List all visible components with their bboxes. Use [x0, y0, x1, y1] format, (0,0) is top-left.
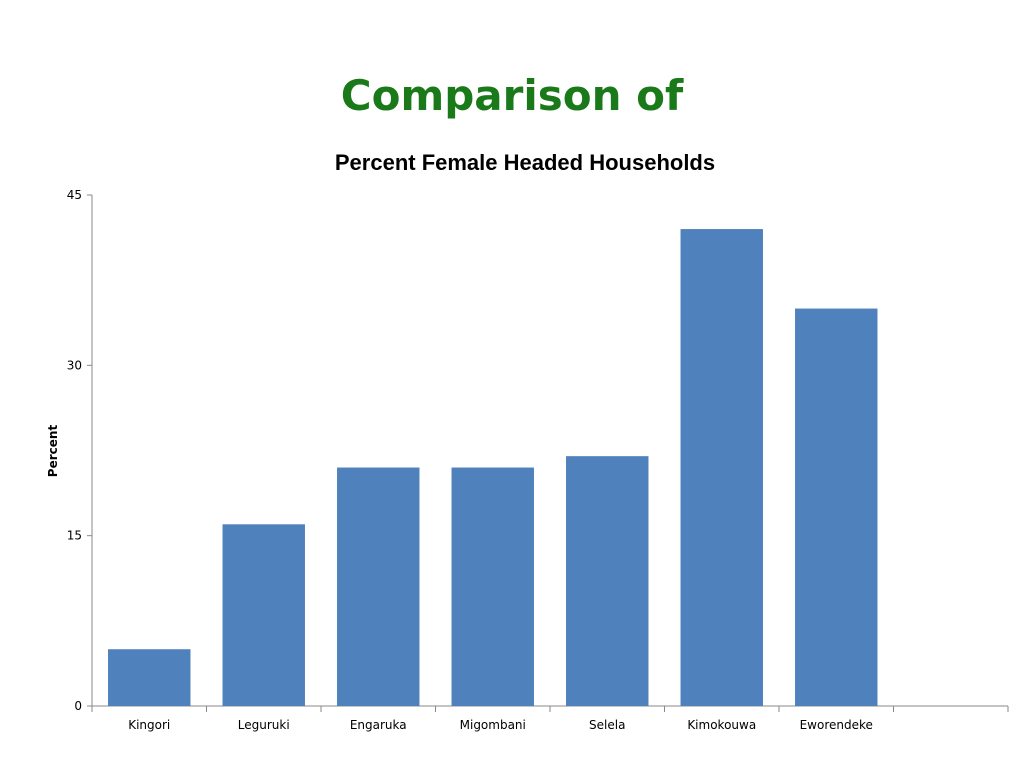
x-category-label: Kingori: [128, 718, 170, 732]
bar-kingori: [108, 649, 191, 706]
x-axis: Kingori Leguruki Engaruka Migombani Selela Ki…: [91, 705, 1009, 732]
y-tick-label: 0: [74, 699, 82, 713]
x-category-label: Eworendeke: [800, 718, 873, 732]
x-category-label: Migombani: [460, 718, 526, 732]
bars-group: [108, 229, 878, 707]
x-category-label: Kimokouwa: [687, 718, 756, 732]
bar-eworendeke: [795, 308, 878, 706]
y-axis: 0 15 30 45: [67, 188, 93, 713]
y-tick-label: 45: [67, 188, 82, 202]
bar-leguruki: [222, 524, 305, 706]
y-axis-title: Percent: [46, 425, 60, 478]
chart-title: Percent Female Headed Households: [335, 150, 715, 175]
x-category-label: Selela: [589, 718, 625, 732]
bar-engaruka: [337, 467, 420, 706]
slide-title: Comparison of: [340, 71, 684, 120]
x-category-label: Leguruki: [238, 718, 290, 732]
y-tick-label: 15: [67, 529, 82, 543]
x-category-label: Engaruka: [350, 718, 407, 732]
bar-selela: [566, 456, 649, 706]
bar-migombani: [451, 467, 534, 706]
bar-kimokouwa: [680, 229, 763, 707]
y-tick-label: 30: [67, 358, 82, 372]
